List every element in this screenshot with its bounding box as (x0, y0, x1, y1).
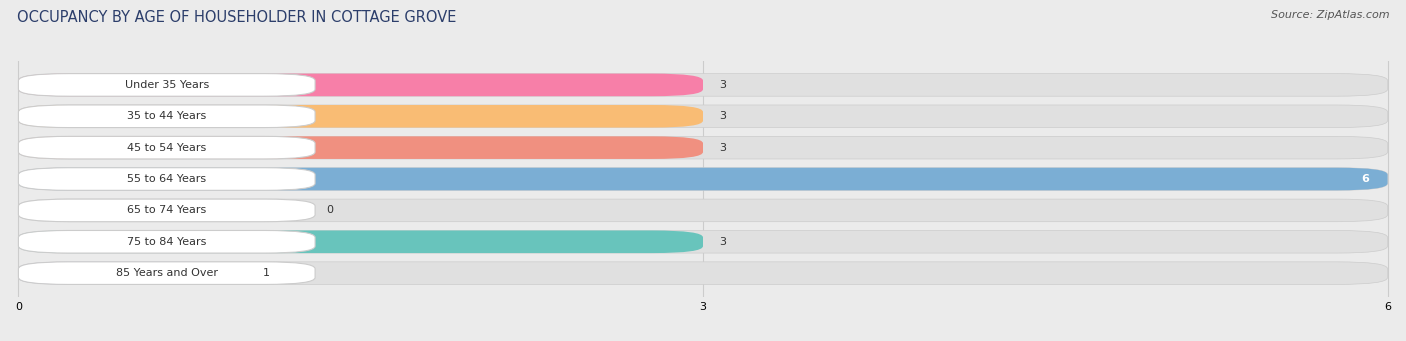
Text: 1: 1 (263, 268, 270, 278)
Text: Source: ZipAtlas.com: Source: ZipAtlas.com (1271, 10, 1389, 20)
FancyBboxPatch shape (18, 168, 1388, 190)
FancyBboxPatch shape (18, 168, 1388, 190)
FancyBboxPatch shape (18, 231, 315, 253)
FancyBboxPatch shape (18, 168, 315, 190)
Text: 75 to 84 Years: 75 to 84 Years (127, 237, 207, 247)
FancyBboxPatch shape (18, 136, 1388, 159)
Text: 3: 3 (718, 143, 725, 153)
FancyBboxPatch shape (18, 199, 1388, 222)
Text: 55 to 64 Years: 55 to 64 Years (127, 174, 207, 184)
FancyBboxPatch shape (18, 74, 703, 96)
FancyBboxPatch shape (18, 136, 703, 159)
FancyBboxPatch shape (18, 74, 1388, 96)
FancyBboxPatch shape (18, 231, 1388, 253)
Text: 6: 6 (1361, 174, 1369, 184)
FancyBboxPatch shape (18, 231, 703, 253)
FancyBboxPatch shape (18, 105, 703, 128)
Text: 3: 3 (718, 80, 725, 90)
FancyBboxPatch shape (18, 74, 315, 96)
FancyBboxPatch shape (18, 105, 315, 128)
Text: 65 to 74 Years: 65 to 74 Years (127, 205, 207, 216)
FancyBboxPatch shape (18, 105, 1388, 128)
Text: 3: 3 (718, 111, 725, 121)
Text: 3: 3 (718, 237, 725, 247)
Text: 85 Years and Over: 85 Years and Over (115, 268, 218, 278)
Text: 45 to 54 Years: 45 to 54 Years (127, 143, 207, 153)
Text: 0: 0 (326, 205, 333, 216)
FancyBboxPatch shape (18, 199, 315, 222)
Text: Under 35 Years: Under 35 Years (125, 80, 209, 90)
FancyBboxPatch shape (18, 262, 246, 284)
FancyBboxPatch shape (18, 262, 315, 284)
Text: 35 to 44 Years: 35 to 44 Years (127, 111, 207, 121)
FancyBboxPatch shape (18, 262, 1388, 284)
FancyBboxPatch shape (18, 136, 315, 159)
Text: OCCUPANCY BY AGE OF HOUSEHOLDER IN COTTAGE GROVE: OCCUPANCY BY AGE OF HOUSEHOLDER IN COTTA… (17, 10, 456, 25)
